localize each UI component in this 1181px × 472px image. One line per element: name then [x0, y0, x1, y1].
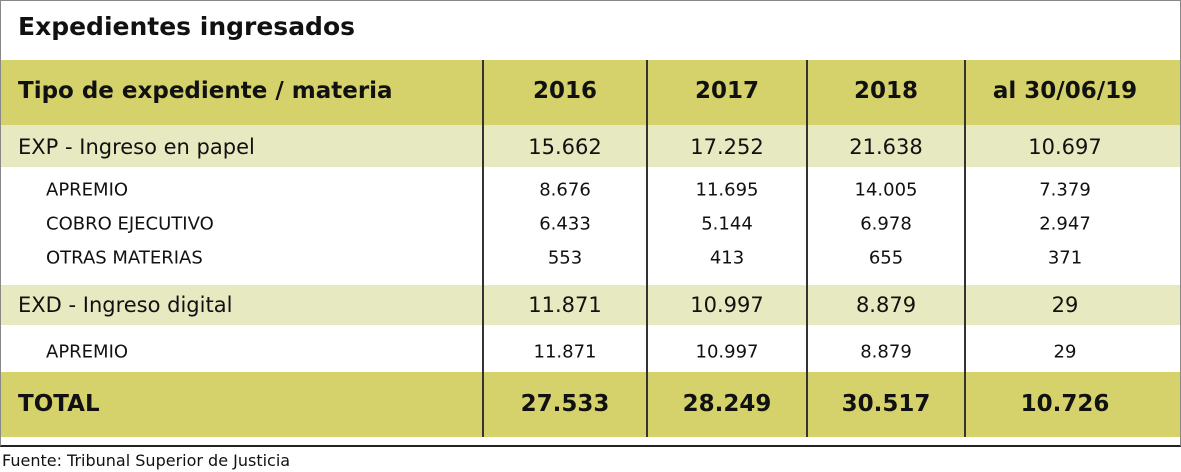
- cell-value: 10.726: [1020, 391, 1110, 417]
- header-band: [1, 60, 1180, 125]
- row-label: TOTAL: [18, 391, 100, 417]
- cell-value: 2.947: [1039, 213, 1091, 235]
- group-band: [1, 125, 1180, 167]
- column-divider: [806, 60, 808, 437]
- cell-value: 17.252: [690, 135, 764, 159]
- cell-value: 6.978: [860, 213, 912, 235]
- cell-value: 553: [547, 247, 583, 269]
- cell-value: 30.517: [841, 391, 931, 417]
- cell-value: 413: [709, 247, 745, 269]
- column-divider: [964, 60, 966, 437]
- title: Expedientes ingresados: [18, 12, 356, 41]
- column-header: Tipo de expediente / materia: [18, 78, 393, 104]
- cell-value: 10.997: [690, 293, 764, 317]
- row-label: APREMIO: [46, 341, 129, 363]
- cell-value: 11.871: [528, 293, 602, 317]
- cell-value: 371: [1047, 247, 1083, 269]
- cell-value: 10.997: [695, 341, 759, 363]
- column-divider: [482, 60, 484, 437]
- cell-value: 11.695: [695, 179, 759, 201]
- cell-value: 6.433: [539, 213, 591, 235]
- cell-value: 11.871: [533, 341, 597, 363]
- cell-value: 15.662: [528, 135, 602, 159]
- column-header: 2018: [853, 78, 919, 104]
- cell-value: 5.144: [701, 213, 753, 235]
- row-label: OTRAS MATERIAS: [46, 247, 203, 269]
- total-band: [1, 372, 1180, 437]
- cell-value: 29: [1053, 341, 1077, 363]
- cell-value: 14.005: [854, 179, 918, 201]
- cell-value: 7.379: [1039, 179, 1091, 201]
- row-label: APREMIO: [46, 179, 129, 201]
- group-band: [1, 285, 1180, 325]
- row-label: EXD - Ingreso digital: [18, 293, 233, 317]
- cell-value: 10.697: [1028, 135, 1102, 159]
- cell-value: 8.676: [539, 179, 591, 201]
- cell-value: 27.533: [520, 391, 610, 417]
- source-note: Fuente: Tribunal Superior de Justicia: [2, 451, 291, 470]
- cell-value: 655: [868, 247, 904, 269]
- row-label: EXP - Ingreso en papel: [18, 135, 255, 159]
- cell-value: 28.249: [682, 391, 772, 417]
- cell-value: 21.638: [849, 135, 923, 159]
- column-header: 2017: [694, 78, 760, 104]
- column-header: al 30/06/19: [992, 78, 1138, 104]
- cell-value: 8.879: [855, 293, 917, 317]
- cell-value: 29: [1051, 293, 1079, 317]
- cell-value: 8.879: [860, 341, 912, 363]
- row-label: COBRO EJECUTIVO: [46, 213, 214, 235]
- column-header: 2016: [532, 78, 598, 104]
- column-divider: [646, 60, 648, 437]
